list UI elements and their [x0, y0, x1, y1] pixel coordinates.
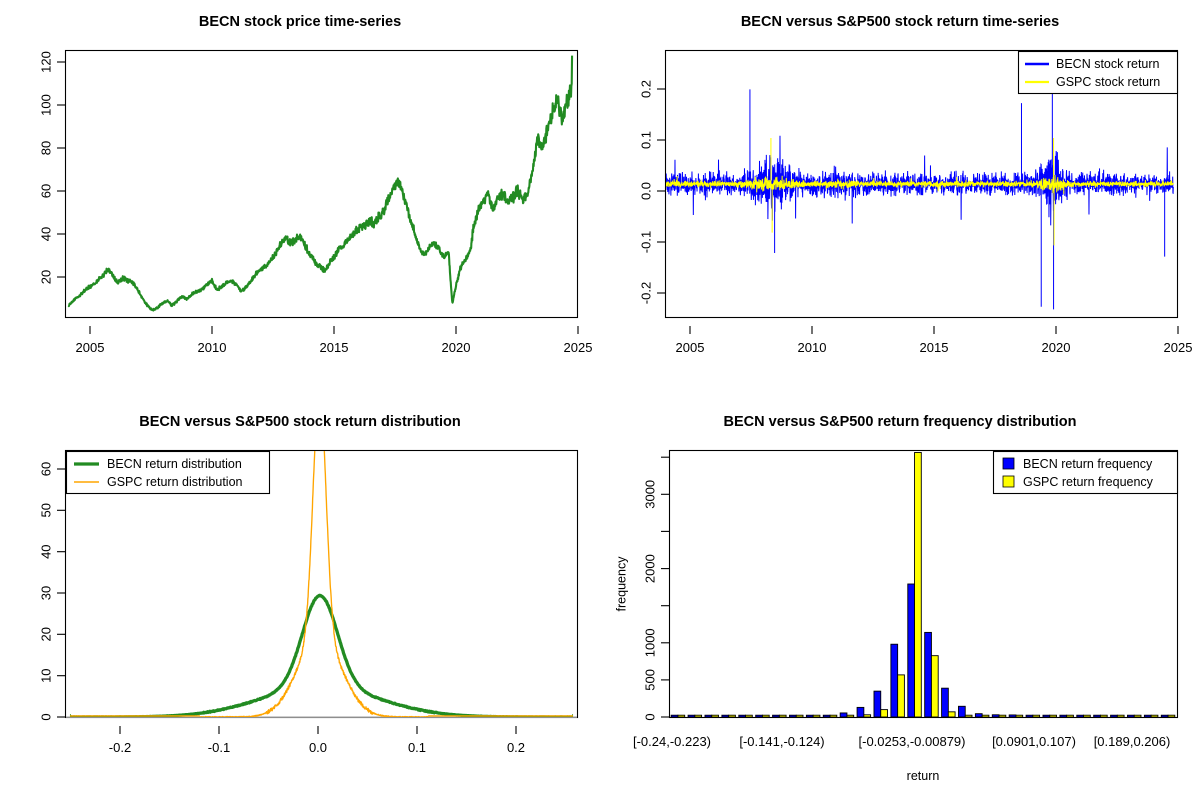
y-tick-br-1000: 1000 [642, 628, 657, 657]
series-density-bl [69, 451, 574, 717]
x-tick-br-1: [-0.141,-0.124) [739, 734, 824, 749]
x-tick-tl-0: 2005 [76, 340, 105, 355]
x-tick-tl-2: 2015 [320, 340, 349, 355]
series-returns-tr [666, 89, 1174, 310]
y-tick-tr-2: 0.0 [638, 182, 653, 200]
x-tick-bl-3: 0.1 [408, 740, 426, 755]
x-tick-tr-1: 2010 [798, 340, 827, 355]
plot-svg-bottom-right: 0 500 1000 2000 3000 frequency [-0.24,-0… [614, 449, 1179, 783]
y-axis-br: 0 500 1000 2000 3000 frequency [614, 456, 670, 721]
y-tick-bl-4: 40 [38, 544, 53, 558]
y-axis-tl: 120 100 80 60 40 20 [38, 51, 66, 284]
plot-box-tl [64, 49, 579, 319]
panel-title-top-right: BECN versus S&P500 stock return time-ser… [740, 14, 1060, 30]
panel-becn-gspc-return-frequency: BECN versus S&P500 return frequency dist… [600, 400, 1200, 800]
panel-becn-price-timeseries: BECN stock price time-series 120 100 80 … [0, 0, 600, 400]
y-tick-bl-6: 60 [38, 462, 53, 476]
x-tick-bl-2: 0.0 [309, 740, 327, 755]
plot-box-tr [664, 49, 1179, 319]
x-axis-tr: 2005 2010 2015 2020 2025 [676, 326, 1193, 355]
x-tick-tr-0: 2005 [676, 340, 705, 355]
legend-label-gspc-return: GSPC stock return [1056, 75, 1160, 89]
x-tick-br-0: [-0.24,-0.223) [633, 734, 711, 749]
legend-swatch-becn-freq [1002, 457, 1015, 470]
y-tick-tl-4: 100 [38, 94, 53, 116]
legend-label-gspc-freq: GSPC return frequency [1023, 475, 1154, 489]
y-axis-tr: 0.2 0.1 0.0 -0.1 -0.2 [638, 80, 666, 304]
panel-becn-gspc-return-timeseries: BECN versus S&P500 stock return time-ser… [600, 0, 1200, 400]
y-tick-bl-5: 50 [38, 503, 53, 517]
legend-swatch-gspc-freq [1002, 475, 1015, 488]
y-tick-bl-2: 20 [38, 627, 53, 641]
x-axis-title-br: return [907, 769, 940, 783]
y-tick-bl-3: 30 [38, 586, 53, 600]
y-tick-tr-4: 0.2 [638, 80, 653, 98]
y-axis-bl: 0 10 20 30 40 50 60 [38, 462, 66, 721]
x-tick-tr-3: 2020 [1042, 340, 1071, 355]
legend-box-bl [65, 450, 271, 495]
y-tick-br-3000: 3000 [642, 480, 657, 509]
plot-svg-top-left: 120 100 80 60 40 20 2005 2010 2015 2020 … [38, 49, 593, 355]
y-tick-tl-1: 40 [38, 227, 53, 241]
x-tick-tl-3: 2020 [442, 340, 471, 355]
x-tick-bl-0: -0.2 [109, 740, 131, 755]
plot-svg-top-right: 0.2 0.1 0.0 -0.1 -0.2 2005 2010 2015 202… [638, 49, 1193, 355]
series-becn-price [67, 55, 574, 312]
plot-box-br [668, 449, 1179, 719]
x-tick-bl-4: 0.2 [507, 740, 525, 755]
y-tick-tr-0: -0.2 [638, 282, 653, 304]
x-tick-tr-2: 2015 [920, 340, 949, 355]
legend-label-becn-return: BECN stock return [1056, 57, 1160, 71]
y-tick-tl-0: 20 [38, 270, 53, 284]
x-axis-tl: 2005 2010 2015 2020 2025 [76, 326, 593, 355]
panel-title-top-left: BECN stock price time-series [198, 14, 402, 30]
y-tick-br-0: 0 [642, 713, 657, 720]
legend-label-becn-freq: BECN return frequency [1023, 457, 1153, 471]
x-axis-br: [-0.24,-0.223) [-0.141,-0.124) [-0.0253,… [633, 734, 1170, 783]
panel-title-bottom-left: BECN versus S&P500 stock return distribu… [139, 414, 461, 430]
legend-box-br [992, 450, 1179, 495]
y-tick-tr-3: 0.1 [638, 131, 653, 149]
x-tick-tl-4: 2025 [564, 340, 593, 355]
x-tick-tr-4: 2025 [1164, 340, 1193, 355]
legend-label-gspc-density: GSPC return distribution [107, 475, 243, 489]
y-tick-tl-3: 80 [38, 141, 53, 155]
x-tick-tl-1: 2010 [198, 340, 227, 355]
x-tick-bl-1: -0.1 [208, 740, 230, 755]
x-axis-bl: -0.2 -0.1 0.0 0.1 0.2 [109, 726, 525, 755]
x-tick-br-4: [0.189,0.206) [1094, 734, 1171, 749]
x-tick-br-2: [-0.0253,-0.00879) [859, 734, 966, 749]
legend-label-becn-density: BECN return distribution [107, 457, 242, 471]
legend-top-right[interactable]: BECN stock return GSPC stock return [1017, 50, 1179, 95]
y-tick-bl-1: 10 [38, 668, 53, 682]
panel-title-bottom-right: BECN versus S&P500 return frequency dist… [723, 414, 1077, 430]
y-tick-tr-1: -0.1 [638, 231, 653, 253]
y-tick-bl-0: 0 [38, 713, 53, 720]
panel-becn-gspc-return-density: BECN versus S&P500 stock return distribu… [0, 400, 600, 800]
legend-bottom-right[interactable]: BECN return frequency GSPC return freque… [992, 450, 1179, 495]
y-tick-tl-5: 120 [38, 51, 53, 73]
x-tick-br-3: [0.0901,0.107) [992, 734, 1076, 749]
y-axis-title-br: frequency [614, 556, 628, 612]
series-bars-br [670, 452, 1176, 717]
y-tick-tl-2: 60 [38, 184, 53, 198]
legend-box-tr [1017, 50, 1179, 95]
plot-svg-bottom-left: 0 10 20 30 40 50 60 -0.2 -0.1 0.0 0.1 0.… [38, 449, 579, 755]
legend-bottom-left[interactable]: BECN return distribution GSPC return dis… [65, 450, 271, 495]
y-tick-br-2000: 2000 [642, 554, 657, 583]
y-tick-br-500: 500 [642, 669, 657, 691]
